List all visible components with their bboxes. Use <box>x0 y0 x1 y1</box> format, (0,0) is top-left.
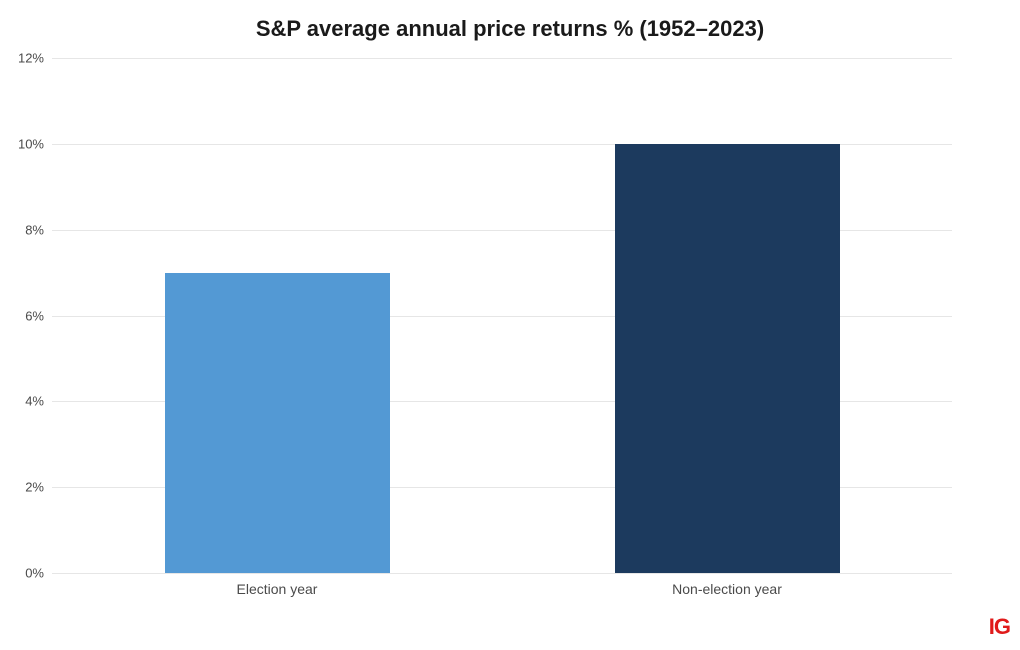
y-tick-label: 6% <box>8 308 44 323</box>
y-tick-label: 2% <box>8 480 44 495</box>
y-tick-label: 12% <box>8 51 44 66</box>
y-tick-label: 8% <box>8 222 44 237</box>
gridline <box>52 573 952 574</box>
chart-title: S&P average annual price returns % (1952… <box>0 16 1020 42</box>
plot-area: 0%2%4%6%8%10%12%Election yearNon-electio… <box>52 58 952 573</box>
y-tick-label: 0% <box>8 566 44 581</box>
bar <box>165 273 390 573</box>
y-tick-label: 10% <box>8 136 44 151</box>
gridline <box>52 58 952 59</box>
bar <box>615 144 840 573</box>
x-tick-label: Non-election year <box>672 581 782 597</box>
chart-container: S&P average annual price returns % (1952… <box>0 0 1020 650</box>
x-tick-label: Election year <box>237 581 318 597</box>
y-tick-label: 4% <box>8 394 44 409</box>
brand-logo: IG <box>989 614 1010 640</box>
